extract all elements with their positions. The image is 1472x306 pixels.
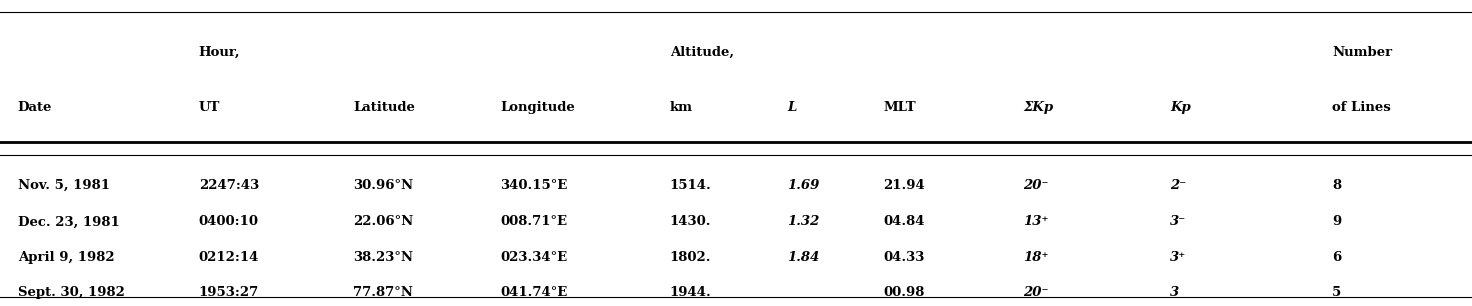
Text: 21.94: 21.94 xyxy=(883,179,924,192)
Text: Dec. 23, 1981: Dec. 23, 1981 xyxy=(18,215,119,228)
Text: 04.33: 04.33 xyxy=(883,251,924,263)
Text: Altitude,: Altitude, xyxy=(670,46,733,58)
Text: 00.98: 00.98 xyxy=(883,286,924,299)
Text: 77.87°N: 77.87°N xyxy=(353,286,414,299)
Text: 38.23°N: 38.23°N xyxy=(353,251,414,263)
Text: 22.06°N: 22.06°N xyxy=(353,215,414,228)
Text: 1.32: 1.32 xyxy=(788,215,820,228)
Text: Kp: Kp xyxy=(1170,101,1191,114)
Text: 3⁻: 3⁻ xyxy=(1170,215,1186,228)
Text: MLT: MLT xyxy=(883,101,916,114)
Text: L: L xyxy=(788,101,796,114)
Text: Date: Date xyxy=(18,101,52,114)
Text: 8: 8 xyxy=(1332,179,1341,192)
Text: Sept. 30, 1982: Sept. 30, 1982 xyxy=(18,286,125,299)
Text: 0400:10: 0400:10 xyxy=(199,215,259,228)
Text: km: km xyxy=(670,101,693,114)
Text: 3⁺: 3⁺ xyxy=(1170,251,1186,263)
Text: 6: 6 xyxy=(1332,251,1341,263)
Text: 1944.: 1944. xyxy=(670,286,711,299)
Text: 04.84: 04.84 xyxy=(883,215,924,228)
Text: Number: Number xyxy=(1332,46,1393,58)
Text: of Lines: of Lines xyxy=(1332,101,1391,114)
Text: 13⁺: 13⁺ xyxy=(1023,215,1048,228)
Text: ΣKp: ΣKp xyxy=(1023,101,1052,114)
Text: 18⁺: 18⁺ xyxy=(1023,251,1048,263)
Text: Nov. 5, 1981: Nov. 5, 1981 xyxy=(18,179,109,192)
Text: 340.15°E: 340.15°E xyxy=(500,179,568,192)
Text: Hour,: Hour, xyxy=(199,46,240,58)
Text: 2247:43: 2247:43 xyxy=(199,179,259,192)
Text: 1.84: 1.84 xyxy=(788,251,820,263)
Text: 1430.: 1430. xyxy=(670,215,711,228)
Text: Longitude: Longitude xyxy=(500,101,576,114)
Text: April 9, 1982: April 9, 1982 xyxy=(18,251,115,263)
Text: 30.96°N: 30.96°N xyxy=(353,179,414,192)
Text: 20⁻: 20⁻ xyxy=(1023,286,1048,299)
Text: 5: 5 xyxy=(1332,286,1341,299)
Text: 1514.: 1514. xyxy=(670,179,711,192)
Text: 1953:27: 1953:27 xyxy=(199,286,259,299)
Text: Latitude: Latitude xyxy=(353,101,415,114)
Text: 0212:14: 0212:14 xyxy=(199,251,259,263)
Text: 041.74°E: 041.74°E xyxy=(500,286,568,299)
Text: 1802.: 1802. xyxy=(670,251,711,263)
Text: 008.71°E: 008.71°E xyxy=(500,215,568,228)
Text: 1.69: 1.69 xyxy=(788,179,820,192)
Text: 20⁻: 20⁻ xyxy=(1023,179,1048,192)
Text: 9: 9 xyxy=(1332,215,1341,228)
Text: 2⁻: 2⁻ xyxy=(1170,179,1186,192)
Text: UT: UT xyxy=(199,101,221,114)
Text: 3: 3 xyxy=(1170,286,1179,299)
Text: 023.34°E: 023.34°E xyxy=(500,251,568,263)
